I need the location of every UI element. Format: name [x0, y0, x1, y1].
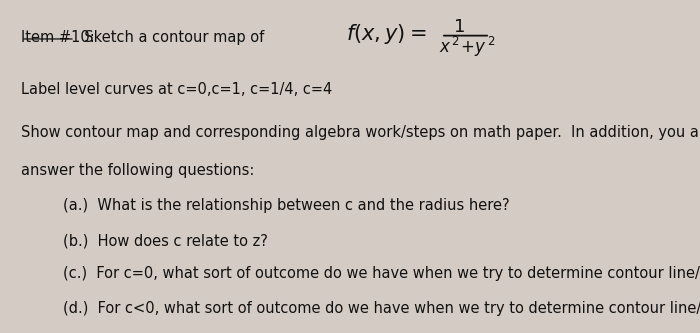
Text: Sketch a contour map of: Sketch a contour map of — [75, 30, 264, 45]
Text: (d.)  For c<0, what sort of outcome do we have when we try to determine contour : (d.) For c<0, what sort of outcome do we… — [63, 301, 700, 316]
Text: $f(x,y)=$: $f(x,y)=$ — [346, 22, 427, 46]
Text: (b.)  How does c relate to z?: (b.) How does c relate to z? — [63, 233, 268, 248]
Text: Label level curves at c=0,c=1, c=1/4, c=4: Label level curves at c=0,c=1, c=1/4, c=… — [21, 82, 332, 97]
Text: (a.)  What is the relationship between c and the radius here?: (a.) What is the relationship between c … — [63, 198, 510, 213]
Text: $1$: $1$ — [453, 18, 465, 36]
Text: $x^{\,2}\!+\!y^{\,2}$: $x^{\,2}\!+\!y^{\,2}$ — [439, 35, 496, 59]
Text: (c.)  For c=0, what sort of outcome do we have when we try to determine contour : (c.) For c=0, what sort of outcome do we… — [63, 266, 700, 281]
Text: Show contour map and corresponding algebra work/steps on math paper.  In additio: Show contour map and corresponding algeb… — [21, 125, 700, 140]
Text: answer the following questions:: answer the following questions: — [21, 163, 254, 178]
Text: Item #10:: Item #10: — [21, 30, 94, 45]
